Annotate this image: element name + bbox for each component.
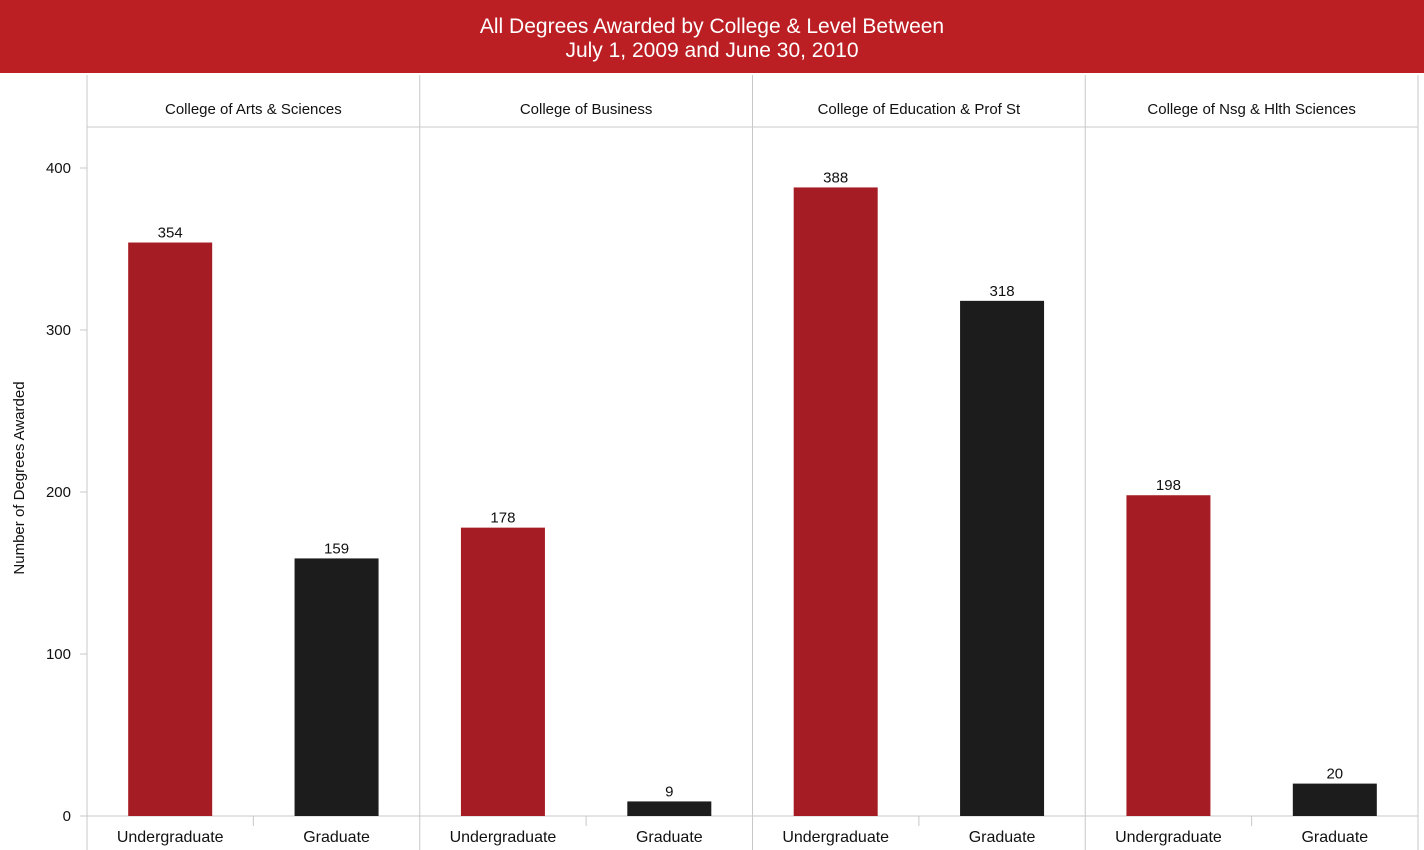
- x-category-label: Graduate: [636, 829, 703, 846]
- panel-header-label: College of Business: [520, 101, 653, 118]
- bar-value-label: 20: [1326, 766, 1343, 783]
- x-category-label: Undergraduate: [117, 829, 224, 846]
- bar-value-label: 354: [158, 225, 183, 242]
- bar-value-label: 159: [324, 540, 349, 557]
- x-category-label: Graduate: [969, 829, 1036, 846]
- y-axis-label: Number of Degrees Awarded: [11, 381, 28, 574]
- bar: [1126, 495, 1211, 816]
- x-category-label: Undergraduate: [1115, 829, 1222, 846]
- bar: [460, 527, 545, 816]
- bar-value-label: 388: [823, 169, 848, 186]
- y-tick-label: 100: [46, 646, 71, 663]
- x-category-label: Undergraduate: [450, 829, 557, 846]
- bar: [793, 187, 878, 816]
- chart-title-line-2: July 1, 2009 and June 30, 2010: [565, 39, 859, 62]
- x-category-label: Graduate: [1301, 829, 1368, 846]
- x-category-label: Graduate: [303, 829, 370, 846]
- bar-value-label: 318: [990, 283, 1015, 300]
- bar: [1292, 783, 1377, 816]
- panel-header-label: College of Education & Prof St: [818, 101, 1021, 118]
- bar-value-label: 178: [490, 510, 515, 527]
- chart-title-bar: All Degrees Awarded by College & Level B…: [0, 0, 1424, 73]
- panel-header-label: College of Arts & Sciences: [165, 101, 342, 118]
- bar: [128, 242, 213, 816]
- panel-header-label: College of Nsg & Hlth Sciences: [1147, 101, 1355, 118]
- bar: [627, 801, 712, 816]
- bar: [960, 300, 1045, 817]
- bar: [294, 558, 379, 816]
- y-tick-label: 400: [46, 160, 71, 177]
- bar-value-label: 9: [665, 783, 673, 800]
- y-tick-label: 200: [46, 484, 71, 501]
- y-tick-label: 300: [46, 322, 71, 339]
- chart-title-line-1: All Degrees Awarded by College & Level B…: [479, 15, 945, 38]
- bar-value-label: 198: [1156, 477, 1181, 494]
- x-category-label: Undergraduate: [782, 829, 889, 846]
- y-tick-label: 0: [63, 808, 71, 825]
